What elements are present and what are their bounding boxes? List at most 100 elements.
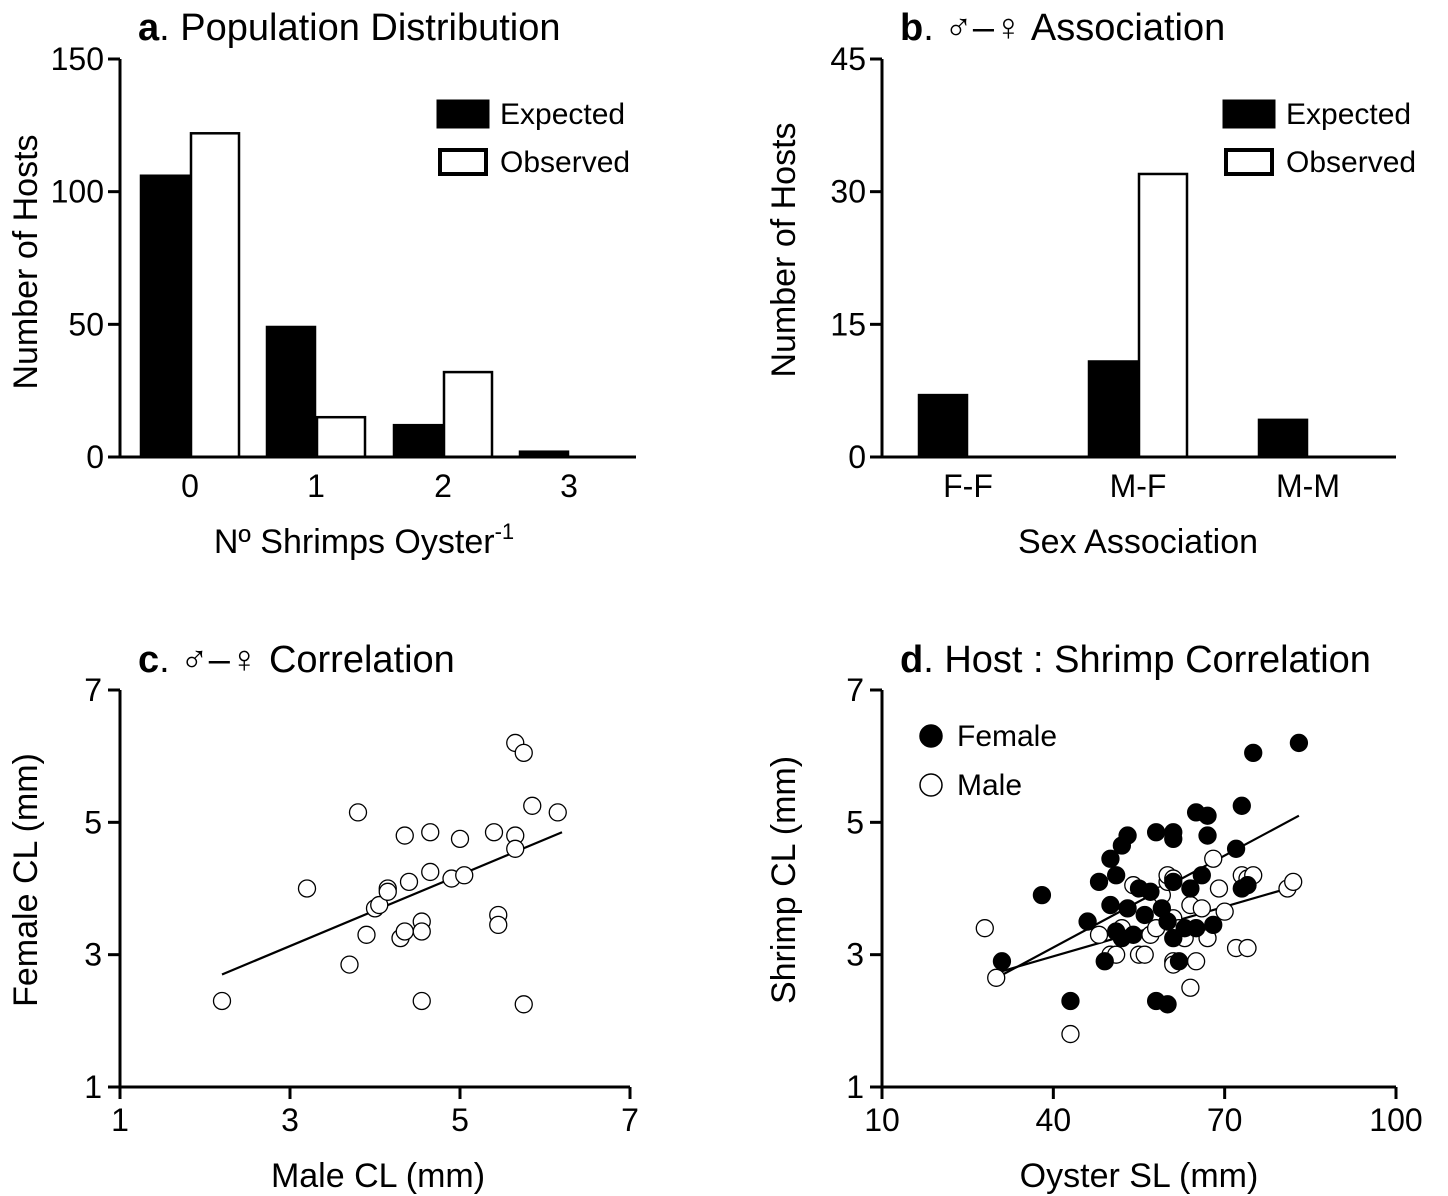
- panel-c-y-tick-label-1: 3: [84, 937, 102, 973]
- panel-b-legend-expected-swatch: [1222, 99, 1276, 129]
- panel-c-point-point-17: [421, 823, 440, 842]
- panel-c-x-tick-label-1: 3: [281, 1102, 299, 1138]
- panel-c-point-point-1: [297, 879, 317, 898]
- panel-d-host-shrimp-correlation: d. Host : Shrimp Correlation Female Male…: [765, 639, 1423, 1195]
- panel-d-female-point-3: [1078, 912, 1097, 931]
- panel-b-y-tick-label-2: 30: [830, 174, 866, 210]
- panel-c-point-point-21: [484, 823, 504, 842]
- panel-a-y-tick-label-1: 50: [68, 306, 104, 342]
- panel-d-female-point-22: [1158, 995, 1177, 1014]
- panel-d-male-point-35: [1284, 872, 1303, 892]
- panel-c-point-point-27: [514, 743, 533, 763]
- panel-b-legend-observed-swatch: [1224, 148, 1274, 176]
- panel-d-female-point-13: [1118, 899, 1137, 918]
- panel-a-x-tick-label-0: 0: [181, 468, 199, 504]
- panel-a-title-letter: a: [138, 7, 160, 49]
- panel-d-female-point-5: [1095, 952, 1114, 971]
- panel-c-trendline-0: [221, 831, 563, 976]
- panel-a-bar-expected-1: [265, 325, 317, 459]
- panel-b-bar-expected-1: [1087, 360, 1139, 459]
- panel-b-sex-association: b. ♂–♀ Association Expected Observed Num…: [765, 7, 1416, 561]
- panel-d-female-point-37: [1232, 796, 1251, 815]
- panel-d-y-axis-label: Shrimp CL (mm): [765, 756, 803, 1004]
- panel-d-title-letter: d: [900, 639, 923, 681]
- panel-d-female-point-21: [1158, 912, 1177, 931]
- panel-c-y-tick-label-3: 7: [84, 672, 102, 708]
- panel-a-y-tick-label-2: 100: [51, 174, 104, 210]
- panel-d-x-tick-label-3: 100: [1369, 1102, 1422, 1138]
- panel-b-x-axis-label: Sex Association: [1018, 523, 1258, 561]
- panel-c-title-letter: c: [138, 639, 159, 681]
- panel-d-legend: Female Male: [919, 720, 1057, 802]
- panel-a-bar-expected-2: [392, 423, 444, 459]
- panel-d-female-point-32: [1192, 866, 1211, 885]
- panel-d-female-point-27: [1169, 952, 1189, 971]
- panel-d-female-point-31: [1186, 919, 1206, 938]
- panel-d-male-point-26: [1204, 849, 1223, 868]
- panel-c-point-point-4: [357, 925, 376, 944]
- panel-b-title-text: . ♂–♀ Association: [923, 7, 1225, 49]
- panel-c-point-point-28: [514, 995, 533, 1014]
- panel-b-y-tick-label-1: 15: [830, 306, 866, 342]
- panel-d-female-point-4: [1089, 872, 1109, 892]
- panel-b-title-letter: b: [900, 7, 923, 49]
- panel-d-female-point-18: [1146, 823, 1166, 842]
- panel-c-y-axis-label: Female CL (mm): [7, 753, 45, 1007]
- panel-c-point-point-16: [421, 862, 440, 882]
- panel-c-x-tick-label-0: 1: [111, 1102, 129, 1138]
- panel-d-y-tick-label-3: 7: [846, 672, 864, 708]
- panel-c-point-point-15: [412, 991, 431, 1011]
- panel-d-x-tick-label-0: 10: [864, 1102, 900, 1138]
- panel-b-legend-expected-label: Expected: [1286, 98, 1411, 131]
- panel-c-point-point-0: [212, 991, 232, 1011]
- panel-d-female-point-14: [1124, 925, 1143, 944]
- panel-c-point-point-6: [370, 895, 389, 915]
- panel-a-title-text: . Population Distribution: [159, 7, 560, 49]
- panel-d-x-tick-label-2: 70: [1207, 1102, 1243, 1138]
- panel-c-point-point-19: [450, 829, 470, 849]
- panel-d-x-tick-label-1: 40: [1036, 1102, 1072, 1138]
- panel-d-y-tick-label-2: 5: [846, 804, 864, 840]
- panel-b-y-tick-label-0: 0: [848, 439, 866, 475]
- panel-c-point-point-8: [378, 882, 397, 901]
- panel-b-x-tick-label-1: M-F: [1110, 468, 1167, 504]
- panel-d-male-point-1: [987, 968, 1006, 987]
- panel-c-point-point-29: [523, 796, 542, 815]
- panel-a-legend-observed-label: Observed: [500, 146, 630, 179]
- panel-d-title-text: . Host : Shrimp Correlation: [923, 639, 1371, 681]
- panel-d-male-point-0: [975, 919, 994, 938]
- panel-a-x-tick-label-2: 2: [434, 468, 452, 504]
- panel-a-population-distribution: a. Population Distribution Expected Obse…: [7, 7, 636, 561]
- panel-d-male-point-24: [1192, 899, 1211, 918]
- panel-d-female-point-6: [1101, 849, 1120, 868]
- panel-d-legend-male-label: Male: [957, 769, 1022, 802]
- panel-b-y-tick-label-3: 45: [830, 41, 866, 77]
- panel-d-male-point-8: [1135, 945, 1154, 964]
- panel-c-point-point-30: [548, 803, 567, 822]
- panel-d-female-point-36: [1226, 839, 1246, 858]
- panel-d-female-point-35: [1204, 915, 1223, 935]
- panel-d-female-point-33: [1198, 806, 1217, 825]
- panel-c-x-tick-label-3: 7: [621, 1102, 639, 1138]
- panel-d-female-point-7: [1101, 895, 1120, 915]
- panel-d-male-point-2: [1089, 925, 1109, 944]
- panel-c-title: c. ♂–♀ Correlation: [138, 639, 455, 681]
- panel-b-x-tick-label-0: F-F: [943, 468, 993, 504]
- panel-d-legend-female-marker: [919, 724, 943, 748]
- panel-d-female-point-0: [992, 952, 1012, 971]
- panel-a-legend-expected-label: Expected: [500, 98, 625, 131]
- panel-a-x-tick-label-1: 1: [307, 468, 325, 504]
- panel-d-male-point-28: [1215, 902, 1234, 921]
- panel-b-bar-expected-2: [1257, 418, 1309, 459]
- panel-d-male-point-27: [1209, 879, 1229, 898]
- panel-d-female-point-17: [1141, 882, 1160, 901]
- panel-d-female-point-29: [1181, 879, 1200, 898]
- panel-a-title: a. Population Distribution: [138, 7, 560, 49]
- panel-d-female-point-34: [1198, 826, 1217, 845]
- panel-d-legend-female-label: Female: [957, 720, 1057, 753]
- panel-d-male-point-36: [1061, 1024, 1080, 1044]
- panel-a-bar-expected-0: [139, 174, 191, 459]
- panel-a-bar-observed-2: [442, 370, 494, 459]
- panel-c-point-point-10: [395, 826, 414, 845]
